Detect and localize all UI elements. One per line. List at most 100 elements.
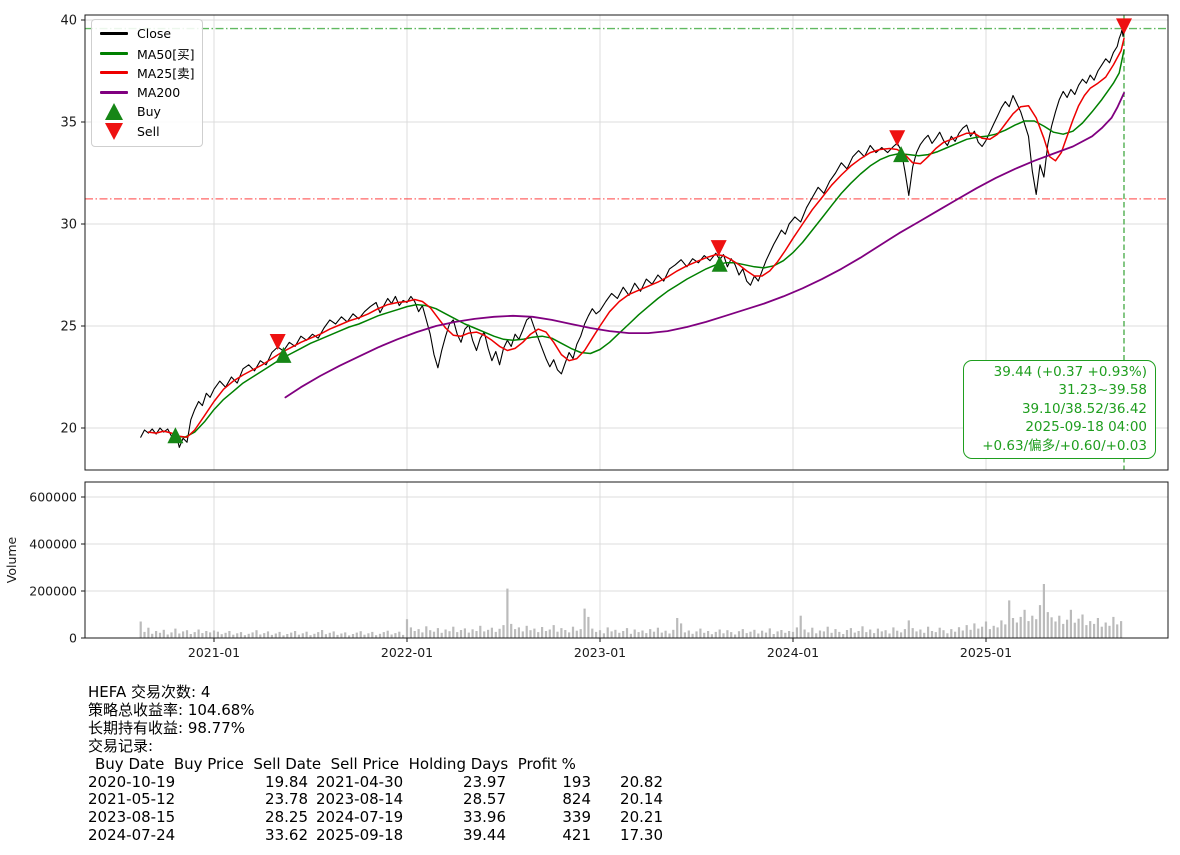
volume-bar bbox=[954, 631, 957, 638]
price-panel-border bbox=[84, 14, 1169, 471]
buy-marker bbox=[711, 255, 728, 272]
buy-marker bbox=[275, 346, 292, 363]
volume-bar bbox=[193, 632, 196, 638]
volume-bar bbox=[614, 629, 617, 638]
volume-bar bbox=[845, 630, 849, 638]
annotation-price-change: 39.44 (+0.37 +0.93%) bbox=[993, 364, 1147, 380]
volume-bar bbox=[645, 633, 648, 638]
volume-bar bbox=[1038, 605, 1042, 638]
volume-bar bbox=[884, 630, 887, 638]
volume-bar bbox=[1050, 617, 1053, 638]
volume-bar bbox=[402, 634, 405, 638]
volume-bar bbox=[649, 629, 652, 638]
volume-bar bbox=[919, 629, 922, 638]
volume-bar bbox=[440, 632, 443, 638]
sell-marker bbox=[889, 130, 906, 147]
volume-bar bbox=[934, 632, 937, 638]
trade-cell: 33.96 bbox=[463, 808, 506, 827]
volume-bar bbox=[282, 635, 285, 638]
volume-bar bbox=[517, 627, 520, 638]
volume-bar bbox=[363, 634, 366, 638]
trade-cell-spacer bbox=[308, 774, 316, 792]
volume-bar bbox=[1104, 622, 1107, 638]
volume-bar bbox=[788, 631, 791, 638]
volume-bar bbox=[189, 634, 192, 638]
volume-bar bbox=[1108, 625, 1111, 638]
volume-bar bbox=[205, 631, 208, 638]
annotation-range: 31.23~39.58 bbox=[1058, 382, 1147, 399]
volume-bar bbox=[672, 629, 675, 638]
volume-bar bbox=[861, 626, 864, 639]
trade-cell: 39.44 bbox=[463, 826, 506, 845]
price-y-tick-label: 20 bbox=[60, 422, 77, 437]
trade-cell: 20.21 bbox=[620, 808, 663, 827]
volume-bar bbox=[251, 632, 254, 638]
volume-bar bbox=[1008, 600, 1011, 638]
volume-bar bbox=[1000, 620, 1003, 638]
volume-bar bbox=[490, 627, 493, 638]
trade-cell: 33.62 bbox=[265, 826, 308, 845]
volume-bar bbox=[1073, 622, 1076, 638]
trade-cell: 824 bbox=[562, 790, 591, 809]
volume-bar bbox=[780, 630, 783, 638]
volume-bar bbox=[811, 627, 814, 638]
volume-bar bbox=[761, 630, 764, 638]
volume-bar bbox=[274, 633, 277, 638]
ma25-line bbox=[147, 37, 1125, 438]
legend-item-ma25: MA25[卖] bbox=[99, 63, 196, 83]
volume-bar bbox=[158, 632, 162, 638]
volume-bar bbox=[629, 633, 632, 638]
trade-cell-spacer bbox=[308, 827, 316, 845]
legend-label: Buy bbox=[137, 104, 161, 120]
volume-bar bbox=[753, 629, 756, 638]
volume-bar bbox=[209, 632, 212, 638]
volume-axis-label: Volume bbox=[4, 536, 19, 583]
volume-bar bbox=[398, 631, 401, 638]
volume-bar bbox=[174, 628, 177, 638]
volume-bar bbox=[1023, 609, 1026, 638]
volume-bar bbox=[317, 632, 320, 638]
volume-bar bbox=[741, 629, 744, 638]
volume-bar bbox=[448, 631, 451, 638]
volume-bar bbox=[375, 635, 378, 638]
volume-bar bbox=[328, 632, 331, 638]
volume-bar bbox=[699, 628, 702, 638]
volume-bar bbox=[166, 634, 169, 638]
volume-bar bbox=[367, 633, 370, 638]
volume-bar bbox=[1031, 615, 1034, 638]
volume-bar bbox=[324, 634, 327, 638]
volume-bar bbox=[525, 625, 528, 638]
volume-bar bbox=[263, 633, 266, 638]
volume-bar bbox=[1011, 618, 1015, 638]
volume-panel-border bbox=[84, 481, 1169, 639]
volume-bar bbox=[475, 631, 478, 638]
volume-bar bbox=[537, 632, 540, 638]
trade-cell: 193 bbox=[562, 772, 591, 791]
volume-bar bbox=[417, 629, 420, 638]
volume-bar bbox=[463, 628, 466, 638]
legend-item-close: Close bbox=[99, 24, 196, 44]
volume-bar bbox=[1004, 624, 1007, 638]
volume-bar bbox=[1089, 621, 1092, 638]
sell-triangle-icon bbox=[99, 122, 129, 140]
volume-y-tick-label: 0 bbox=[69, 631, 77, 646]
volume-bar bbox=[826, 626, 829, 638]
x-tick-label: 2025-01 bbox=[960, 645, 1012, 660]
volume-bar bbox=[726, 630, 729, 638]
volume-bar bbox=[155, 631, 158, 638]
volume-bar bbox=[313, 633, 316, 638]
volume-bar bbox=[695, 631, 698, 638]
volume-bar bbox=[494, 631, 497, 638]
legend-label: Close bbox=[137, 26, 172, 42]
volume-bar bbox=[942, 630, 945, 638]
volume-bar bbox=[212, 630, 216, 638]
legend-label: MA25[卖] bbox=[137, 66, 195, 82]
volume-bar bbox=[803, 629, 806, 638]
trade-cell: 28.25 bbox=[265, 808, 308, 827]
buy-marker bbox=[167, 427, 184, 444]
volume-bar bbox=[1042, 584, 1045, 638]
trade-row: 2021-05-12 23.78 2023-08-14 28.57 824 20.14 bbox=[88, 791, 663, 809]
volume-bar bbox=[556, 631, 559, 638]
volume-bar bbox=[938, 627, 941, 638]
volume-bar bbox=[336, 634, 339, 638]
